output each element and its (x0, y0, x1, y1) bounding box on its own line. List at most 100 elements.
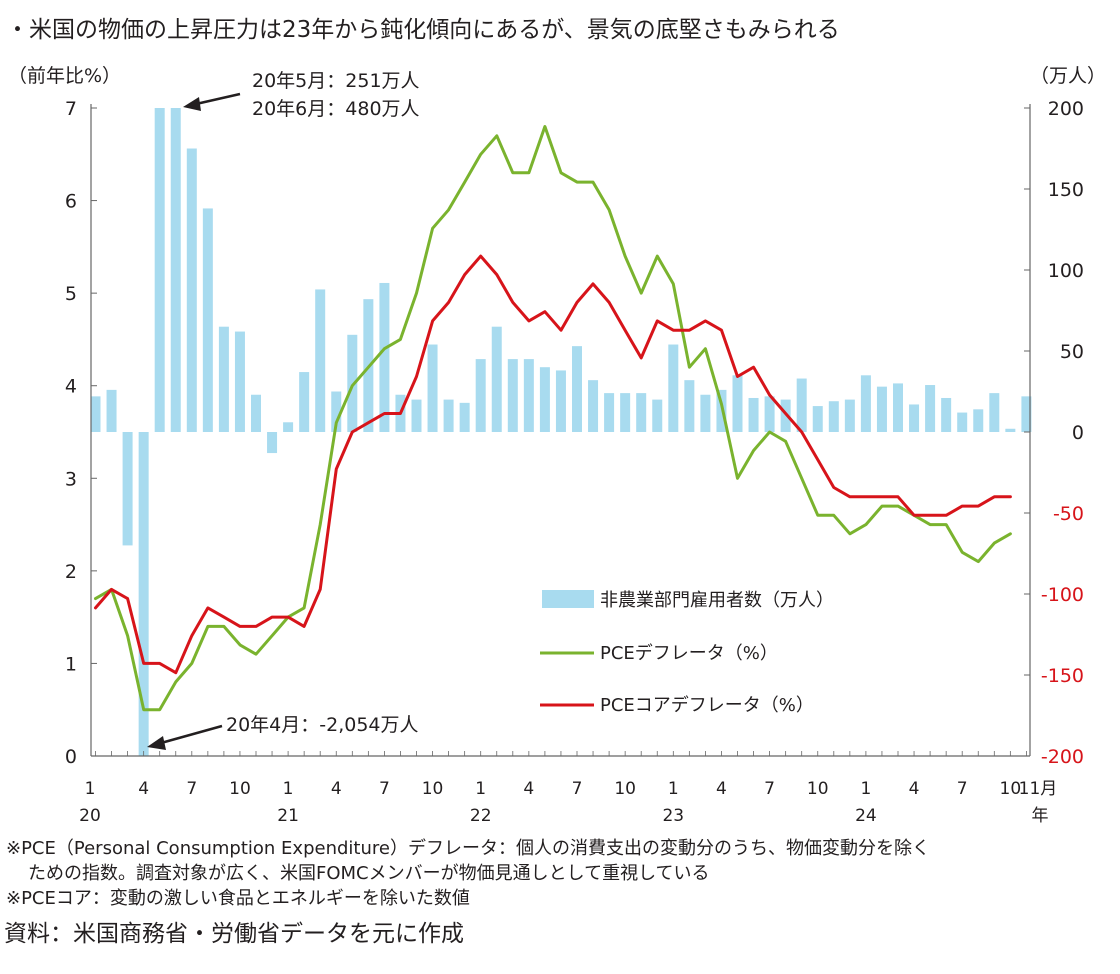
x-tick-label: 7 (186, 779, 197, 799)
pce-core-deflator-line (94, 254, 1012, 675)
employment-bar (925, 385, 936, 432)
employment-bar (636, 393, 647, 432)
employment-bar (122, 432, 133, 546)
x-year-label: 年 (1032, 806, 1049, 826)
note-core-definition: ※PCEコア：変動の激しい食品とエネルギーを除いた数値 (6, 888, 470, 909)
x-year-label: 22 (470, 806, 492, 826)
employment-bar (507, 359, 518, 432)
x-tick-label: 4 (138, 779, 149, 799)
x-year-label: 23 (662, 806, 684, 826)
x-tick-label: 4 (331, 779, 342, 799)
x-tick-label: 4 (523, 779, 534, 799)
employment-bar (876, 386, 887, 432)
employment-bar (251, 394, 261, 432)
x-tick-label: 1 (860, 779, 871, 799)
note-pce-definition-line1: ※PCE（Personal Consumption Expenditure）デフ… (6, 838, 930, 859)
employment-bar (941, 397, 952, 432)
x-tick-label: 4 (716, 779, 727, 799)
arrow-bottom-shaft (160, 724, 223, 745)
x-tick-label: 1 (283, 779, 294, 799)
employment-bar (411, 399, 422, 432)
employment-bar (267, 432, 278, 454)
employment-bar (668, 344, 679, 432)
x-tick-label: 10 (614, 779, 636, 799)
employment-bar (475, 359, 486, 432)
right-tick-label: -200 (1041, 746, 1084, 768)
employment-bar (989, 393, 1000, 432)
employment-bar (106, 389, 117, 432)
employment-bar (539, 367, 550, 432)
employment-bar (860, 375, 871, 432)
x-tick-label: 10 (422, 779, 444, 799)
left-tick-label: 6 (65, 191, 77, 213)
employment-bars (90, 108, 1032, 756)
employment-bar (957, 412, 968, 432)
x-tick-label: 1 (85, 779, 96, 799)
left-tick-label: 4 (65, 376, 77, 398)
page-headline: ・米国の物価の上昇圧力は23年から鈍化傾向にあるが、景気の底堅さもみられる (6, 17, 840, 43)
employment-bar (748, 397, 759, 432)
arrow-top-head (183, 97, 201, 111)
left-tick-label: 3 (65, 468, 77, 490)
x-tick-label: 10 (807, 779, 829, 799)
x-tick-label: 1 (668, 779, 679, 799)
annotation-may-2020: 20年5月：251万人 (252, 70, 420, 92)
inflation-lines (94, 125, 1012, 712)
source-credit: 資料：米国商務省・労働省データを元に作成 (4, 921, 464, 947)
employment-bar (315, 289, 326, 432)
employment-bar (154, 108, 165, 432)
employment-bar (796, 378, 807, 432)
right-tick-label: 200 (1048, 98, 1084, 120)
arrow-top-shaft (195, 92, 241, 106)
left-tick-label: 5 (65, 283, 77, 305)
x-tick-label: 7 (379, 779, 390, 799)
x-year-label: 20 (79, 806, 101, 826)
employment-bar (764, 396, 775, 432)
employment-bar (588, 380, 599, 432)
employment-bar (299, 372, 310, 432)
employment-bar (379, 282, 390, 432)
legend-swatch-employment (542, 590, 594, 608)
right-tick-label: -150 (1041, 665, 1084, 687)
right-tick-label: -100 (1041, 584, 1084, 606)
annotation-june-2020: 20年6月：480万人 (252, 98, 420, 120)
employment-bar (1005, 428, 1016, 432)
left-tick-label: 0 (65, 746, 77, 768)
chart-axes (90, 104, 1031, 757)
employment-bar (523, 359, 534, 432)
x-year-label: 24 (855, 806, 877, 826)
employment-bar (844, 399, 855, 432)
employment-bar (491, 326, 502, 432)
right-tick-label: 50 (1060, 341, 1084, 363)
employment-bar (427, 344, 438, 432)
employment-bar (604, 393, 615, 432)
employment-bar (620, 393, 631, 432)
x-tick-label: 7 (764, 779, 775, 799)
employment-bar (218, 326, 229, 432)
employment-bar (331, 391, 342, 432)
pce-deflator-line (94, 125, 1012, 712)
employment-bar (555, 370, 566, 432)
legend-label-employment: 非農業部門雇用者数（万人） (600, 590, 834, 611)
employment-bar (459, 402, 470, 432)
employment-bar (973, 409, 984, 432)
left-tick-label: 1 (65, 653, 77, 675)
legend-label-core: PCEコアデフレータ（%） (600, 695, 814, 716)
employment-bar (138, 432, 149, 756)
employment-bar (170, 108, 181, 432)
x-tick-label: 7 (572, 779, 583, 799)
y-right-unit-label: （万人） (1030, 65, 1106, 87)
employment-bar (283, 422, 294, 432)
x-tick-label: 7 (957, 779, 968, 799)
employment-bar (90, 396, 101, 432)
left-tick-label: 2 (65, 561, 77, 583)
employment-bar (812, 406, 823, 432)
x-tick-label: 11月 (1019, 779, 1058, 799)
annotation-april-2020: 20年4月：-2,054万人 (226, 714, 419, 736)
right-tick-label: 150 (1048, 179, 1084, 201)
employment-bar (443, 399, 454, 432)
employment-bar (1021, 396, 1032, 432)
legend-label-pce: PCEデフレータ（%） (600, 643, 778, 664)
